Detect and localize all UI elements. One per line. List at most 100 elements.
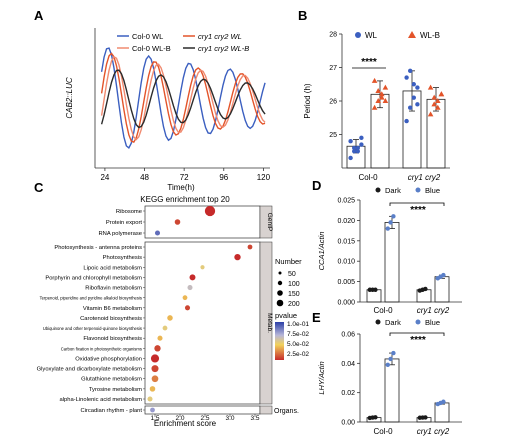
term-label: Photosynthesis (103, 255, 142, 261)
legend-label-cry-wl: cry1 cry2 WL (198, 32, 242, 41)
ytick-label: 0.000 (337, 300, 355, 307)
panel-e-sig-bracket (389, 332, 445, 336)
term-dot (147, 396, 153, 402)
panel-c-color-legend: pvalue 1.0e-01 7.5e-02 5.0e-02 2.5e-02 (275, 311, 309, 360)
data-point (431, 101, 437, 107)
facet-label: Metab. (266, 313, 273, 333)
ytick-label: 0.010 (337, 259, 355, 266)
ytick-label: 0.020 (337, 218, 355, 225)
color-legend-label-3: 2.5e-02 (287, 351, 309, 358)
data-point (427, 111, 434, 117)
term-label: Oxidative phosphorylation (75, 356, 142, 362)
trace-line-3 (100, 69, 266, 129)
panel-a-ylabel: CAB2::LUC (65, 77, 74, 119)
size-legend-dot-150 (277, 290, 283, 296)
legend-label-wl: WL (365, 31, 378, 40)
data-point (375, 98, 381, 103)
term-dot (247, 244, 253, 250)
data-point (404, 75, 409, 80)
data-point (371, 77, 378, 83)
panel-e-group-cry: cry1 cry2 (417, 427, 450, 436)
term-label: Circadian rhythm - plant (80, 408, 142, 414)
ytick-label: 26 (329, 99, 337, 106)
term-dot (234, 253, 241, 261)
ytick-label: 0.04 (341, 361, 355, 368)
data-point (352, 149, 357, 154)
ytick-label: 25 (329, 132, 337, 139)
ytick-label: 0.06 (341, 332, 355, 339)
trace-line-1 (100, 52, 266, 144)
panel-e-legend: Dark Blue (375, 318, 440, 327)
term-dot (184, 305, 191, 311)
ytick-label: 0.02 (341, 390, 355, 397)
term-label: RNA polymerase (99, 231, 143, 237)
term-label: Ribosome (116, 209, 142, 215)
term-dot (204, 205, 216, 217)
xtick-label: 3.5 (250, 415, 259, 422)
data-point (359, 135, 364, 141)
legend-marker-blue (415, 187, 421, 193)
panel-c-xlabel: Enrichment score (154, 419, 217, 428)
panel-b-group-cry: cry1 cry2 (408, 173, 441, 182)
data-point (415, 102, 420, 107)
term-dot (200, 265, 205, 270)
data-point (423, 415, 428, 420)
facet-strip (259, 241, 273, 405)
data-point (391, 350, 396, 356)
xtick-label: 72 (180, 173, 189, 182)
term-label: Protein export (106, 220, 142, 226)
data-point (388, 220, 393, 225)
data-point (438, 91, 445, 97)
term-dot (151, 365, 159, 373)
term-dot (150, 354, 160, 363)
trace-line-2 (100, 55, 266, 141)
panel-d-yticks: 0.000 0.005 0.010 0.015 0.020 0.025 (337, 198, 360, 307)
xtick-label: 2.5 (200, 415, 209, 422)
ytick-label: 28 (329, 32, 337, 39)
xtick-label: 2.0 (175, 415, 184, 422)
legend-label-dark: Dark (385, 186, 401, 195)
data-point (435, 98, 441, 103)
term-label: Porphyrin and chlorophyll metabolism (45, 275, 142, 281)
facet-panel (144, 205, 261, 239)
size-legend-label-200: 200 (288, 301, 300, 308)
panel-e-plot (366, 350, 450, 423)
panel-d-group-col0: Col-0 (373, 306, 393, 315)
term-label: Tyrosine metabolism (89, 387, 142, 393)
term-dot (150, 407, 155, 413)
facet-label: GenIP (266, 213, 273, 231)
data-point (408, 68, 413, 74)
panel-a-legend: Col-0 WL cry1 cry2 WL Col-0 WL-B cry1 cr… (117, 32, 249, 53)
panel-e-letter: E (312, 310, 321, 325)
data-point (388, 356, 393, 362)
panel-c-plot: GenIP Ribosome Protein export RNA polymeras… (37, 205, 299, 422)
data-point (431, 94, 437, 100)
term-dot (157, 335, 163, 341)
size-legend-dot-50 (278, 271, 282, 275)
term-dot (167, 315, 173, 321)
data-point (423, 286, 428, 292)
legend-label-dark-e: Dark (385, 318, 401, 327)
size-legend-title: Number (275, 257, 302, 266)
panel-b-group-col0: Col-0 (358, 173, 378, 182)
data-point (352, 145, 357, 151)
term-dot (174, 219, 181, 225)
xtick-label: 96 (219, 173, 228, 182)
data-point (373, 415, 378, 420)
panel-e-sig: **** (410, 335, 426, 346)
panel-b-ylabel: Period (h) (303, 83, 312, 118)
term-dot (182, 295, 188, 301)
panel-c-title: KEGG enrichment top 20 (140, 195, 230, 204)
ytick-label: 0.00 (341, 420, 355, 427)
color-legend-label-1: 7.5e-02 (287, 331, 309, 338)
panel-b-sig: **** (361, 57, 377, 68)
term-dot (154, 230, 161, 236)
facet-panel (144, 405, 261, 415)
facet-label: Organs. (274, 408, 299, 415)
data-point (379, 94, 385, 100)
legend-marker-dark-e (375, 319, 381, 325)
panel-d-sig-bracket (389, 202, 445, 206)
panel-a-xticks: 24 48 72 96 120 (100, 168, 271, 182)
term-label: Riboflavin metabolism (85, 286, 142, 292)
data-point (404, 118, 409, 124)
